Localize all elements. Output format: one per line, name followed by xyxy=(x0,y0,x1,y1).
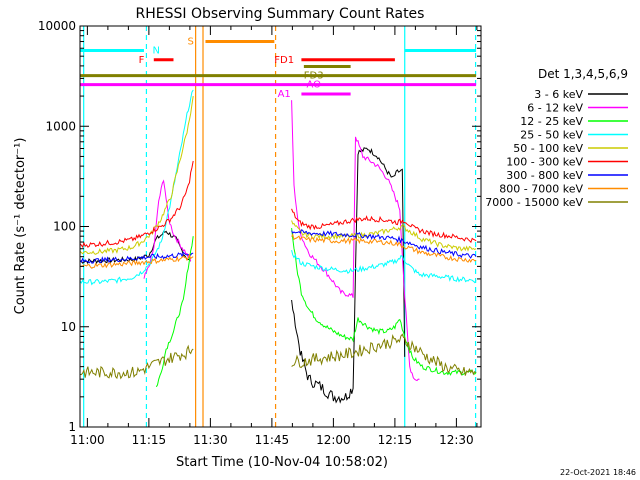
flag-label-5: FD3 xyxy=(304,71,324,82)
series-line-5-0 xyxy=(80,160,194,248)
series-line-6-1 xyxy=(291,229,477,259)
series-line-1-1 xyxy=(291,100,420,382)
series-line-5-1 xyxy=(291,208,477,244)
series-line-6-0 xyxy=(80,251,194,264)
y-axis-ticks: 1 10 100 1000 10000 xyxy=(38,19,481,434)
series-line-7-0 xyxy=(80,253,194,269)
flag-label-3: FD1 xyxy=(274,55,294,66)
series-line-4-0 xyxy=(80,96,194,255)
legend-label-2: 12 - 25 keV xyxy=(520,115,583,128)
y-axis-label: Count Rate (s⁻¹ detector⁻¹) xyxy=(13,138,28,315)
x-axis-ticks: 11:00 11:15 11:30 11:45 12:00 12:15 12:30 xyxy=(70,26,478,447)
x-tick-label-0: 11:00 xyxy=(70,433,105,447)
flag-label-0: N xyxy=(153,45,160,56)
series-line-0-0 xyxy=(80,230,192,265)
legend-label-0: 3 - 6 keV xyxy=(534,88,583,101)
legend-label-4: 50 - 100 keV xyxy=(513,142,583,155)
x-tick-label-5: 12:15 xyxy=(378,433,413,447)
y-tick-label-1: 10 xyxy=(61,320,76,334)
x-tick-label-1: 11:15 xyxy=(132,433,167,447)
legend-label-6: 300 - 800 keV xyxy=(506,169,583,182)
x-tick-label-2: 11:30 xyxy=(193,433,228,447)
legend-label-1: 6 - 12 keV xyxy=(527,102,583,115)
y-tick-label-0: 1 xyxy=(68,420,76,434)
series-line-0-1 xyxy=(291,147,406,404)
series-line-4-1 xyxy=(291,220,477,252)
legend-label-3: 25 - 50 keV xyxy=(520,129,583,142)
series-line-8-0 xyxy=(80,344,194,380)
legend-label-8: 7000 - 15000 keV xyxy=(485,196,583,209)
y-tick-label-3: 1000 xyxy=(45,119,76,133)
series-lines xyxy=(80,89,477,404)
series-line-3-1 xyxy=(291,249,477,284)
y-tick-label-2: 100 xyxy=(53,220,76,234)
series-line-2-1 xyxy=(291,228,477,376)
flag-label-2: F xyxy=(139,55,145,66)
flag-label-6: AO xyxy=(306,80,321,91)
legend-label-7: 800 - 7000 keV xyxy=(499,183,583,196)
x-tick-label-4: 12:00 xyxy=(316,433,351,447)
x-tick-label-6: 12:30 xyxy=(439,433,474,447)
x-tick-label-3: 11:45 xyxy=(255,433,290,447)
x-axis-label: Start Time (10-Nov-04 10:58:02) xyxy=(176,455,388,470)
series-line-8-1 xyxy=(291,333,477,376)
legend-title: Det 1,3,4,5,6,9 xyxy=(538,67,628,81)
series-line-7-1 xyxy=(291,233,477,263)
chart-title: RHESSI Observing Summary Count Rates xyxy=(136,6,425,22)
flag-label-1: S xyxy=(188,37,194,48)
y-tick-label-4: 10000 xyxy=(38,19,76,33)
footer-date: 22-Oct-2021 18:46 xyxy=(560,468,636,477)
flag-label-7: A1 xyxy=(278,89,291,100)
series-line-2-0 xyxy=(155,236,194,388)
legend-label-5: 100 - 300 keV xyxy=(506,156,583,169)
